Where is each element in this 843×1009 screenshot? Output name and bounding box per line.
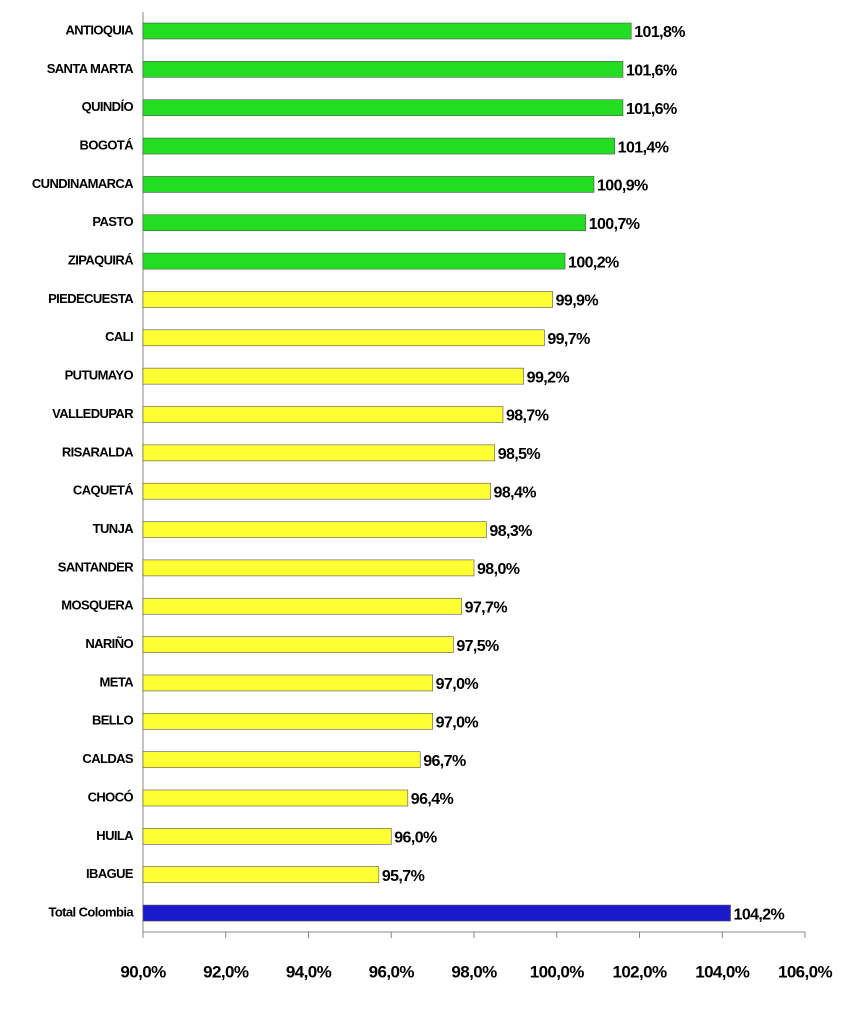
- bar: [142, 636, 454, 653]
- y-tick-label: PUTUMAYO: [65, 368, 134, 383]
- y-tick-label: ZIPAQUIRÁ: [68, 253, 134, 268]
- x-tick-label: 102,0%: [612, 962, 667, 981]
- value-label: 101,4%: [618, 139, 669, 156]
- y-tick-label: MOSQUERA: [61, 598, 134, 613]
- value-label: 95,7%: [382, 868, 425, 885]
- y-tick-label: CAQUETÁ: [73, 483, 134, 498]
- y-tick-label: META: [100, 674, 135, 689]
- value-label: 100,9%: [597, 178, 648, 195]
- bar: [142, 329, 545, 347]
- value-label: 101,6%: [626, 63, 677, 80]
- x-tick-label: 96,0%: [369, 962, 415, 981]
- y-tick-label: SANTANDER: [58, 559, 134, 574]
- y-tick-label: CUNDINAMARCA: [32, 176, 134, 191]
- bar: [142, 176, 595, 193]
- value-label: 96,0%: [394, 830, 437, 847]
- value-label: 101,8%: [634, 24, 685, 41]
- bar: [142, 252, 566, 270]
- y-tick-label: BOGOTÁ: [80, 137, 135, 152]
- bar: [142, 482, 491, 500]
- y-tick-label: PIEDECUESTA: [48, 291, 134, 306]
- bar: [142, 789, 409, 807]
- x-tick-label: 92,0%: [203, 962, 249, 981]
- y-tick-label: NARIÑO: [85, 636, 133, 651]
- value-label: 98,5%: [498, 446, 541, 463]
- value-label: 97,0%: [436, 715, 479, 732]
- y-tick-label: IBAGUE: [86, 866, 134, 881]
- y-tick-label: ANTIOQUIA: [65, 22, 134, 37]
- bar: [142, 99, 624, 116]
- x-tick-label: 104,0%: [695, 962, 750, 981]
- value-label: 96,4%: [411, 791, 454, 808]
- x-tick-label: 98,0%: [451, 962, 497, 981]
- bar: [142, 674, 433, 692]
- value-label: 97,7%: [465, 599, 508, 616]
- bar: [142, 597, 462, 615]
- bar: [142, 828, 392, 845]
- y-tick-label: SANTA MARTA: [47, 61, 135, 76]
- y-tick-label: QUINDÍO: [82, 99, 134, 114]
- value-label: 100,7%: [589, 216, 640, 233]
- value-label: 104,2%: [734, 906, 785, 923]
- bar: [142, 22, 632, 40]
- bar: [142, 904, 731, 922]
- value-label: 98,4%: [494, 484, 537, 501]
- bar: [142, 521, 487, 538]
- bar: [142, 712, 433, 730]
- value-label: 98,3%: [489, 523, 532, 540]
- value-label: 99,2%: [527, 369, 570, 386]
- x-tick-label: 94,0%: [286, 962, 332, 981]
- bar: [142, 214, 587, 232]
- bar: [142, 61, 624, 78]
- value-label: 96,7%: [423, 753, 466, 770]
- value-label: 101,6%: [626, 101, 677, 118]
- bar: [142, 367, 524, 385]
- bar: [142, 866, 380, 884]
- value-label: 100,2%: [568, 254, 619, 271]
- y-tick-label: VALLEDUPAR: [52, 406, 134, 421]
- y-tick-label: TUNJA: [93, 521, 135, 536]
- bar: [142, 751, 421, 768]
- x-tick-label: 100,0%: [530, 962, 585, 981]
- value-label: 98,7%: [506, 408, 549, 425]
- y-tick-label: Total Colombia: [48, 904, 134, 919]
- value-label: 97,5%: [456, 638, 499, 655]
- y-tick-label: RISARALDA: [62, 444, 134, 459]
- bar: [142, 291, 553, 308]
- bar: [142, 444, 495, 462]
- y-tick-label: CALI: [105, 329, 133, 344]
- y-tick-label: HUILA: [96, 828, 134, 843]
- y-tick-label: BELLO: [92, 713, 134, 728]
- bar: [142, 559, 475, 577]
- x-tick-label: 106,0%: [778, 962, 833, 981]
- y-tick-label: CHOCÓ: [88, 789, 134, 804]
- value-label: 97,0%: [436, 676, 479, 693]
- y-tick-label: PASTO: [92, 214, 133, 229]
- x-tick-label: 90,0%: [120, 962, 166, 981]
- bar: [142, 406, 504, 423]
- bar: [142, 137, 615, 155]
- y-tick-label: CALDAS: [82, 751, 133, 766]
- value-label: 98,0%: [477, 561, 520, 578]
- value-label: 99,7%: [547, 331, 590, 348]
- value-label: 99,9%: [556, 293, 599, 310]
